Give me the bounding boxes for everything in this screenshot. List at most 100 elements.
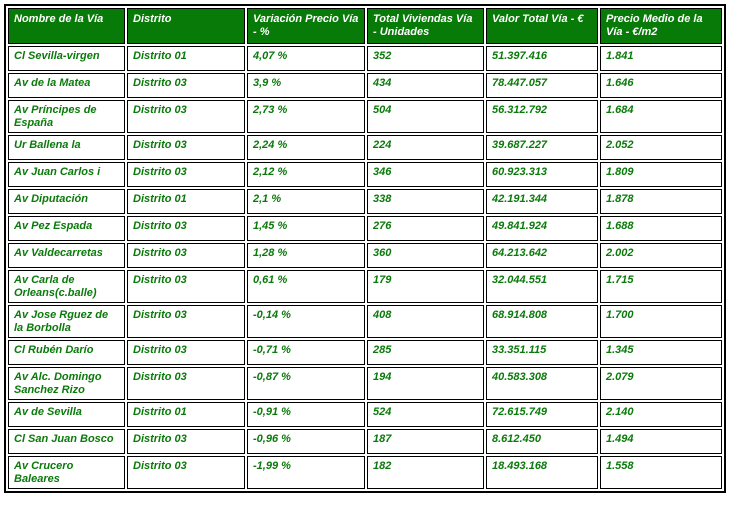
cell-distrito: Distrito 03 (127, 162, 245, 187)
table-row: Av de Sevilla Distrito 01 -0,91 % 524 72.615… (8, 402, 722, 427)
cell-variacion: -1,99 % (247, 456, 365, 489)
cell-unidades: 276 (367, 216, 484, 241)
cell-valor: 42.191.344 (486, 189, 598, 214)
cell-valor: 32.044.551 (486, 270, 598, 303)
cell-precio: 1.878 (600, 189, 722, 214)
cell-unidades: 194 (367, 367, 484, 400)
cell-unidades: 352 (367, 46, 484, 71)
cell-precio: 1.646 (600, 73, 722, 98)
cell-nombre: Av Juan Carlos i (8, 162, 125, 187)
cell-valor: 64.213.642 (486, 243, 598, 268)
cell-unidades: 285 (367, 340, 484, 365)
cell-precio: 2.140 (600, 402, 722, 427)
cell-nombre: Av Crucero Baleares (8, 456, 125, 489)
cell-precio: 1.558 (600, 456, 722, 489)
cell-distrito: Distrito 03 (127, 135, 245, 160)
cell-valor: 68.914.808 (486, 305, 598, 338)
cell-valor: 51.397.416 (486, 46, 598, 71)
cell-variacion: 3,9 % (247, 73, 365, 98)
header-row: Nombre de la Vía Distrito Variación Precio… (8, 8, 722, 44)
cell-valor: 33.351.115 (486, 340, 598, 365)
cell-unidades: 524 (367, 402, 484, 427)
cell-variacion: 2,73 % (247, 100, 365, 133)
cell-valor: 60.923.313 (486, 162, 598, 187)
table-row: Cl Sevilla-virgen Distrito 01 4,07 % 352 51.… (8, 46, 722, 71)
column-header-distrito: Distrito (127, 8, 245, 44)
cell-valor: 40.583.308 (486, 367, 598, 400)
cell-unidades: 346 (367, 162, 484, 187)
cell-nombre: Av Diputación (8, 189, 125, 214)
cell-variacion: 1,45 % (247, 216, 365, 241)
cell-precio: 1.700 (600, 305, 722, 338)
cell-variacion: 2,1 % (247, 189, 365, 214)
cell-variacion: 0,61 % (247, 270, 365, 303)
cell-distrito: Distrito 03 (127, 270, 245, 303)
cell-nombre: Ur Ballena la (8, 135, 125, 160)
cell-unidades: 224 (367, 135, 484, 160)
cell-precio: 1.684 (600, 100, 722, 133)
cell-precio: 1.715 (600, 270, 722, 303)
table-row: Av Carla de Orleans(c.balle) Distrito 03 0… (8, 270, 722, 303)
table-row: Av Príncipes de España Distrito 03 2,73 % 5… (8, 100, 722, 133)
streets-report-table: Nombre de la Vía Distrito Variación Precio… (4, 4, 726, 493)
cell-variacion: -0,87 % (247, 367, 365, 400)
cell-valor: 56.312.792 (486, 100, 598, 133)
cell-valor: 8.612.450 (486, 429, 598, 454)
cell-nombre: Av Carla de Orleans(c.balle) (8, 270, 125, 303)
cell-nombre: Av de la Matea (8, 73, 125, 98)
cell-variacion: -0,91 % (247, 402, 365, 427)
cell-distrito: Distrito 03 (127, 100, 245, 133)
column-header-valor: Valor Total Vía - € (486, 8, 598, 44)
cell-nombre: Av de Sevilla (8, 402, 125, 427)
cell-distrito: Distrito 03 (127, 73, 245, 98)
cell-unidades: 504 (367, 100, 484, 133)
column-header-precio: Precio Medio de la Vía - €/m2 (600, 8, 722, 44)
cell-nombre: Cl Rubén Darío (8, 340, 125, 365)
table-row: Av Alc. Domingo Sanchez Rizo Distrito 03-… (8, 367, 722, 400)
table-body: Cl Sevilla-virgen Distrito 01 4,07 % 352 51.… (8, 46, 722, 489)
cell-precio: 1.494 (600, 429, 722, 454)
cell-variacion: 1,28 % (247, 243, 365, 268)
cell-unidades: 182 (367, 456, 484, 489)
table-row: Av Valdecarretas Distrito 03 1,28 % 360 64.2… (8, 243, 722, 268)
column-header-unidades: Total Viviendas Vía - Unidades (367, 8, 484, 44)
table-header: Nombre de la Vía Distrito Variación Precio… (8, 8, 722, 44)
cell-distrito: Distrito 03 (127, 216, 245, 241)
cell-distrito: Distrito 01 (127, 189, 245, 214)
cell-nombre: Cl Sevilla-virgen (8, 46, 125, 71)
table-row: Ur Ballena la Distrito 03 2,24 % 224 39.687.… (8, 135, 722, 160)
table-row: Av Juan Carlos i Distrito 03 2,12 % 346 60.9… (8, 162, 722, 187)
table-row: Av Jose Rguez de la Borbolla Distrito 03-… (8, 305, 722, 338)
table-row: Av de la Matea Distrito 03 3,9 % 434 78.447.… (8, 73, 722, 98)
cell-unidades: 360 (367, 243, 484, 268)
cell-unidades: 434 (367, 73, 484, 98)
cell-unidades: 338 (367, 189, 484, 214)
cell-unidades: 408 (367, 305, 484, 338)
table-row: Cl San Juan Bosco Distrito 03 -0,96 % 187 8.… (8, 429, 722, 454)
cell-variacion: 2,12 % (247, 162, 365, 187)
table-row: Av Crucero Baleares Distrito 03 -1,99 % 182… (8, 456, 722, 489)
cell-valor: 78.447.057 (486, 73, 598, 98)
cell-precio: 1.841 (600, 46, 722, 71)
cell-distrito: Distrito 03 (127, 243, 245, 268)
cell-valor: 49.841.924 (486, 216, 598, 241)
cell-nombre: Cl San Juan Bosco (8, 429, 125, 454)
cell-variacion: -0,96 % (247, 429, 365, 454)
cell-distrito: Distrito 01 (127, 46, 245, 71)
cell-distrito: Distrito 03 (127, 305, 245, 338)
cell-variacion: -0,14 % (247, 305, 365, 338)
table-row: Av Diputación Distrito 01 2,1 % 338 42.191.3… (8, 189, 722, 214)
cell-variacion: 2,24 % (247, 135, 365, 160)
column-header-nombre: Nombre de la Vía (8, 8, 125, 44)
cell-precio: 1.809 (600, 162, 722, 187)
cell-valor: 39.687.227 (486, 135, 598, 160)
cell-precio: 1.345 (600, 340, 722, 365)
cell-variacion: -0,71 % (247, 340, 365, 365)
cell-precio: 2.002 (600, 243, 722, 268)
cell-unidades: 179 (367, 270, 484, 303)
cell-distrito: Distrito 03 (127, 429, 245, 454)
cell-nombre: Av Jose Rguez de la Borbolla (8, 305, 125, 338)
cell-precio: 1.688 (600, 216, 722, 241)
streets-report-table-container: Nombre de la Vía Distrito Variación Precio… (4, 4, 726, 493)
cell-distrito: Distrito 03 (127, 340, 245, 365)
